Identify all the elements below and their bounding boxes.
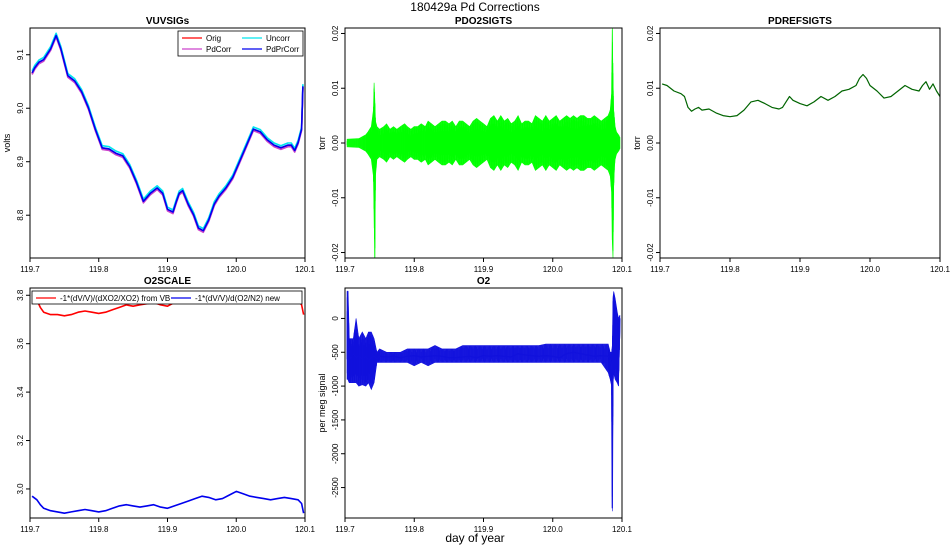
x-tick-label: 119.9 (158, 525, 178, 534)
series-group (346, 290, 621, 512)
legend-box (177, 30, 304, 57)
chart-title: PDO2SIGTS (455, 16, 513, 27)
y-tick-label: 3.0 (16, 483, 25, 495)
series-group (661, 73, 940, 118)
y-tick-label: 3.6 (16, 338, 25, 350)
x-tick-label: 120.1 (930, 265, 950, 274)
x-tick-label: 120.1 (612, 265, 633, 274)
x-tick-label: 119.7 (335, 265, 355, 274)
figure-xlabel: day of year (445, 531, 504, 545)
x-tick-label: 119.7 (335, 525, 355, 534)
y-tick-label: -2500 (331, 477, 340, 498)
panel-o2: O2 per meg signal 119.7 119.8 119.9 120.0 120.… (317, 276, 633, 534)
y-tick-label: 0.02 (331, 25, 340, 41)
x-tick-label: 120.0 (226, 265, 247, 274)
panel-pdrefsigts: PDREFSIGTS torr 119.7 119.8 119.9 120.0 120.1 -… (632, 16, 950, 274)
x-tick-label: 120.0 (226, 525, 247, 534)
legend-entry: PdCorr (206, 45, 232, 54)
y-axis-label: volts (2, 133, 12, 152)
y-axis-label: torr (632, 136, 642, 150)
y-tick-label: -500 (331, 344, 340, 361)
chart-title: O2SCALE (144, 276, 192, 287)
y-tick-label: 9.1 (16, 49, 25, 61)
panel-o2scale: O2SCALE 119.7 119.8 119.9 120.0 120.1 3.0 3.2 3.… (16, 276, 316, 534)
x-tick-label: 119.7 (650, 265, 670, 274)
legend-entry: Orig (206, 34, 221, 43)
legend: -1*(dV/V)/(dXO2/XO2) from VB -1*(dV/V)/d(… (31, 290, 303, 305)
x-tick-label: 119.9 (790, 265, 810, 274)
x-tick-label: 120.1 (612, 525, 633, 534)
x-tick-label: 119.9 (474, 265, 494, 274)
y-tick-label: 0.00 (331, 135, 340, 151)
series-group (31, 32, 304, 234)
x-tick-label: 119.8 (405, 525, 425, 534)
x-tick-label: 119.7 (20, 265, 40, 274)
series-line-o2scale_b (31, 490, 305, 515)
x-tick-label: 120.1 (295, 525, 316, 534)
y-tick-label: 0.02 (646, 25, 655, 41)
x-tick-label: 119.8 (720, 265, 740, 274)
legend-box (31, 290, 303, 305)
y-tick-label: 0.01 (646, 80, 655, 96)
y-tick-label: 0 (331, 316, 340, 321)
series-line-o2 (346, 290, 621, 509)
x-tick-label: 119.8 (405, 265, 425, 274)
chart-title: VUVSIGs (146, 16, 190, 27)
x-tick-label: 119.8 (89, 525, 109, 534)
series-line-pdprcorr (31, 34, 304, 232)
y-tick-label: -2000 (331, 443, 340, 464)
y-tick-label: -0.01 (646, 188, 655, 207)
x-tick-label: 120.0 (543, 265, 564, 274)
x-tick-label: 120.1 (295, 265, 316, 274)
figure-title: 180429a Pd Corrections (410, 0, 539, 14)
y-tick-label: -1000 (331, 375, 340, 396)
x-tick-label: 119.8 (89, 265, 109, 274)
x-tick-label: 119.7 (20, 525, 40, 534)
legend-entry: PdPrCorr (266, 45, 300, 54)
series-group (346, 28, 621, 258)
y-tick-label: -0.02 (331, 243, 340, 262)
legend-entry: Uncorr (266, 34, 290, 43)
y-tick-label: -0.02 (646, 243, 655, 262)
y-tick-label: 3.2 (16, 434, 25, 446)
x-tick-label: 119.9 (158, 265, 178, 274)
y-tick-label: -0.01 (331, 188, 340, 207)
x-tick-label: 120.0 (860, 265, 881, 274)
x-tick-label: 120.0 (543, 525, 564, 534)
y-tick-label: 8.9 (16, 156, 25, 168)
chart-title: PDREFSIGTS (768, 16, 832, 27)
legend-entry: -1*(dV/V)/(dXO2/XO2) from VB (60, 294, 170, 303)
y-tick-label: 3.8 (16, 289, 25, 301)
y-tick-label: 0.01 (331, 80, 340, 96)
y-tick-label: 0.00 (646, 135, 655, 151)
panel-pdo2sigts: PDO2SIGTS torr 119.7 119.8 119.9 120.0 120.1 -0… (317, 16, 633, 274)
legend: Orig Uncorr PdCorr PdPrCorr (177, 30, 304, 57)
x-tick-label: 119.9 (474, 525, 494, 534)
series-line-pdref (661, 73, 940, 118)
y-tick-label: 3.4 (16, 386, 25, 398)
y-tick-label: 8.8 (16, 209, 25, 221)
legend-entry: -1*(dV/V)/d(O2/N2) new (195, 294, 280, 303)
chart-title: O2 (477, 276, 491, 287)
y-tick-label: -1500 (331, 409, 340, 430)
panel-vuvsigs: VUVSIGs volts 119.7 119.8 119.9 120.0 120.1 8.8… (2, 16, 316, 274)
y-axis-label: torr (317, 136, 327, 150)
y-tick-label: 9.0 (16, 102, 25, 114)
y-axis-label: per meg signal (317, 373, 327, 432)
